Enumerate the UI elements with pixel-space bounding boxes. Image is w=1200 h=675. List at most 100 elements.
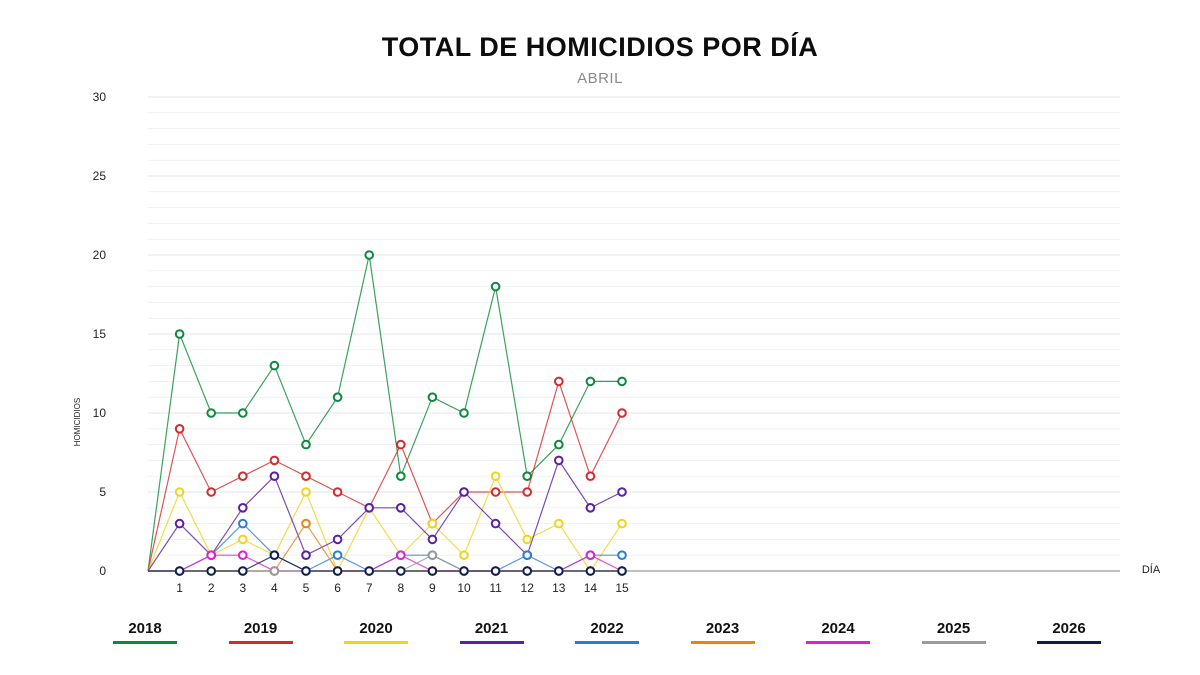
data-point-2021: [364, 503, 375, 513]
legend-label: 2025: [936, 620, 971, 637]
legend-swatch: [1037, 641, 1101, 644]
data-point-2019: [269, 455, 280, 466]
data-point-2026: [206, 566, 216, 576]
legend-swatch: [575, 641, 639, 644]
data-point-2018: [617, 376, 627, 387]
x-tick-label: 14: [584, 581, 598, 595]
data-point-2026: [585, 566, 596, 576]
data-point-2018: [522, 471, 533, 482]
data-point-2018: [238, 408, 248, 418]
legend-swatch: [113, 641, 177, 644]
legend-item-2018: 2018: [107, 620, 183, 644]
y-tick-label: 15: [93, 327, 107, 341]
x-tick-label: 15: [615, 581, 629, 595]
legend-item-2021: 2021: [454, 620, 530, 644]
data-point-2018: [269, 360, 280, 371]
data-point-2018: [174, 329, 185, 339]
legend-swatch: [921, 641, 986, 644]
data-point-2018: [554, 439, 564, 450]
chart-title: TOTAL DE HOMICIDIOS POR DÍA: [381, 32, 819, 62]
legend-label: 2019: [243, 620, 278, 637]
x-tick-label: 6: [334, 581, 341, 595]
legend-swatch: [228, 641, 293, 644]
series-line-2018: [147, 254, 622, 572]
data-point-2021: [332, 534, 343, 545]
data-point-2024: [396, 550, 406, 561]
data-point-2021: [585, 503, 596, 513]
data-point-2025: [269, 566, 280, 576]
legend: 2018 2019 2020 2021 2022 2023 2024 2025 2026: [100, 620, 1120, 650]
data-point-2020: [174, 487, 185, 497]
y-axis-label: HOMICIDIOS: [73, 398, 82, 446]
data-point-2020: [427, 518, 438, 529]
data-point-2024: [238, 550, 248, 561]
series-line-2026: [148, 554, 622, 572]
data-point-2021: [459, 487, 469, 497]
data-point-2025: [427, 550, 438, 561]
data-point-2018: [396, 471, 406, 482]
data-point-2021: [301, 550, 311, 561]
legend-label: 2020: [359, 620, 393, 637]
x-tick-label: 11: [489, 581, 502, 595]
y-tick-label: 30: [93, 90, 107, 104]
x-tick-label: 8: [397, 581, 404, 595]
data-point-2018: [206, 408, 216, 418]
data-point-2021: [490, 518, 501, 529]
data-point-2020: [522, 534, 533, 545]
x-tick-label: 2: [208, 581, 215, 595]
legend-label: 2024: [821, 620, 855, 637]
data-point-2019: [301, 471, 311, 482]
data-point-2018: [585, 376, 596, 387]
legend-label: 2021: [474, 620, 509, 637]
x-tick-label: 4: [271, 581, 278, 595]
grid-layer: [148, 96, 1120, 556]
x-tick-label: 3: [239, 581, 246, 595]
legend-label: 2018: [128, 620, 162, 637]
data-point-2022: [238, 518, 248, 529]
legend-item-2022: 2022: [569, 620, 645, 644]
series-line-2019: [147, 379, 623, 572]
legend-swatch: [459, 641, 524, 644]
legend-item-2020: 2020: [338, 620, 414, 644]
x-axis-label: DÍA: [1142, 563, 1161, 576]
data-point-2024: [206, 550, 216, 561]
data-point-2022: [332, 550, 343, 561]
data-point-2018: [332, 392, 343, 403]
data-point-2019: [490, 487, 501, 497]
data-point-2026: [459, 566, 469, 576]
data-point-2020: [459, 550, 469, 561]
data-point-2020: [554, 518, 564, 529]
data-point-2021: [617, 487, 627, 497]
data-point-2020: [617, 518, 627, 529]
data-point-2026: [174, 566, 185, 576]
data-point-2020: [490, 471, 501, 482]
data-point-2021: [427, 534, 438, 545]
data-point-2019: [396, 439, 406, 450]
x-tick-label: 10: [457, 581, 471, 595]
data-point-2021: [174, 518, 185, 529]
data-point-2022: [617, 550, 627, 561]
data-point-2018: [427, 392, 438, 403]
series-line-2024: [148, 554, 623, 572]
legend-label: 2023: [705, 620, 740, 637]
series-line-2021: [147, 459, 623, 572]
data-point-2018: [301, 439, 311, 450]
data-point-2018: [490, 281, 501, 292]
legend-label: 2022: [590, 620, 624, 637]
x-tick-label: 5: [303, 581, 310, 595]
data-point-2018: [364, 250, 375, 260]
data-point-2023: [301, 518, 311, 529]
data-point-2026: [396, 566, 406, 576]
data-point-2019: [554, 376, 564, 387]
data-point-2026: [332, 566, 343, 576]
data-point-2019: [174, 424, 185, 434]
data-point-2019: [585, 471, 596, 482]
data-point-2021: [269, 471, 280, 482]
data-point-2026: [490, 566, 501, 576]
data-point-2024: [585, 550, 596, 561]
data-point-2019: [332, 487, 343, 497]
data-point-2021: [396, 503, 406, 513]
legend-item-2019: 2019: [223, 620, 299, 644]
data-point-2026: [364, 566, 375, 576]
